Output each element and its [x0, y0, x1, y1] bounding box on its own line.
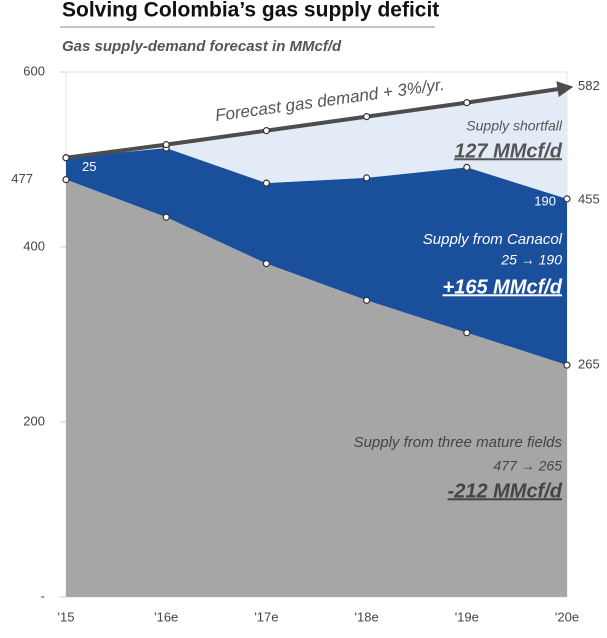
shortfall-area: [66, 87, 567, 199]
x-tick-label: '20e: [555, 609, 579, 624]
chart-subtitle: Gas supply-demand forecast in MMcf/d: [62, 38, 342, 55]
value-label: 190: [534, 193, 556, 208]
demand-line: [65, 81, 574, 160]
x-tick-label: '16e: [154, 609, 178, 624]
y-tick-label: -: [41, 588, 45, 603]
point: [463, 99, 471, 107]
annotation: Supply shortfall: [466, 118, 563, 134]
area: [66, 148, 567, 366]
annotation: -212 MMcf/d: [448, 480, 563, 502]
x-tick-label: '18e: [355, 609, 379, 624]
value-label: 582: [578, 78, 600, 93]
series-label: Supply from Canacol: [423, 231, 563, 248]
x-tick-label: '15: [58, 609, 75, 624]
point: [262, 260, 270, 268]
value-label: 25: [82, 159, 96, 174]
y-tick-label: 200: [23, 413, 45, 428]
annotation: 455: [578, 191, 600, 206]
x-tick-label: '17e: [254, 609, 278, 624]
point: [363, 174, 371, 182]
point: [463, 329, 471, 337]
chart-title: Solving Colombia’s gas supply deficit: [62, 0, 439, 22]
point: [563, 361, 571, 369]
point: [363, 296, 371, 304]
value-label: 265: [578, 357, 600, 372]
value-label: 477: [11, 171, 33, 186]
point: [262, 127, 270, 135]
x-tick-label: '19e: [455, 609, 479, 624]
y-tick-label: 400: [23, 238, 45, 253]
point: [262, 179, 270, 187]
point: [563, 195, 571, 203]
point: [363, 113, 371, 121]
series-label: Supply from three mature fields: [354, 434, 563, 451]
point: [162, 141, 170, 149]
annotation: 25 → 190: [500, 252, 562, 268]
annotation: 127 MMcf/d: [454, 140, 563, 162]
area: [66, 179, 567, 597]
point: [62, 176, 70, 184]
annotation: 477 → 265: [494, 458, 563, 474]
point: [162, 213, 170, 221]
point: [463, 163, 471, 171]
y-tick-label: 600: [23, 63, 45, 78]
annotation: +165 MMcf/d: [443, 276, 563, 298]
point: [62, 154, 70, 162]
